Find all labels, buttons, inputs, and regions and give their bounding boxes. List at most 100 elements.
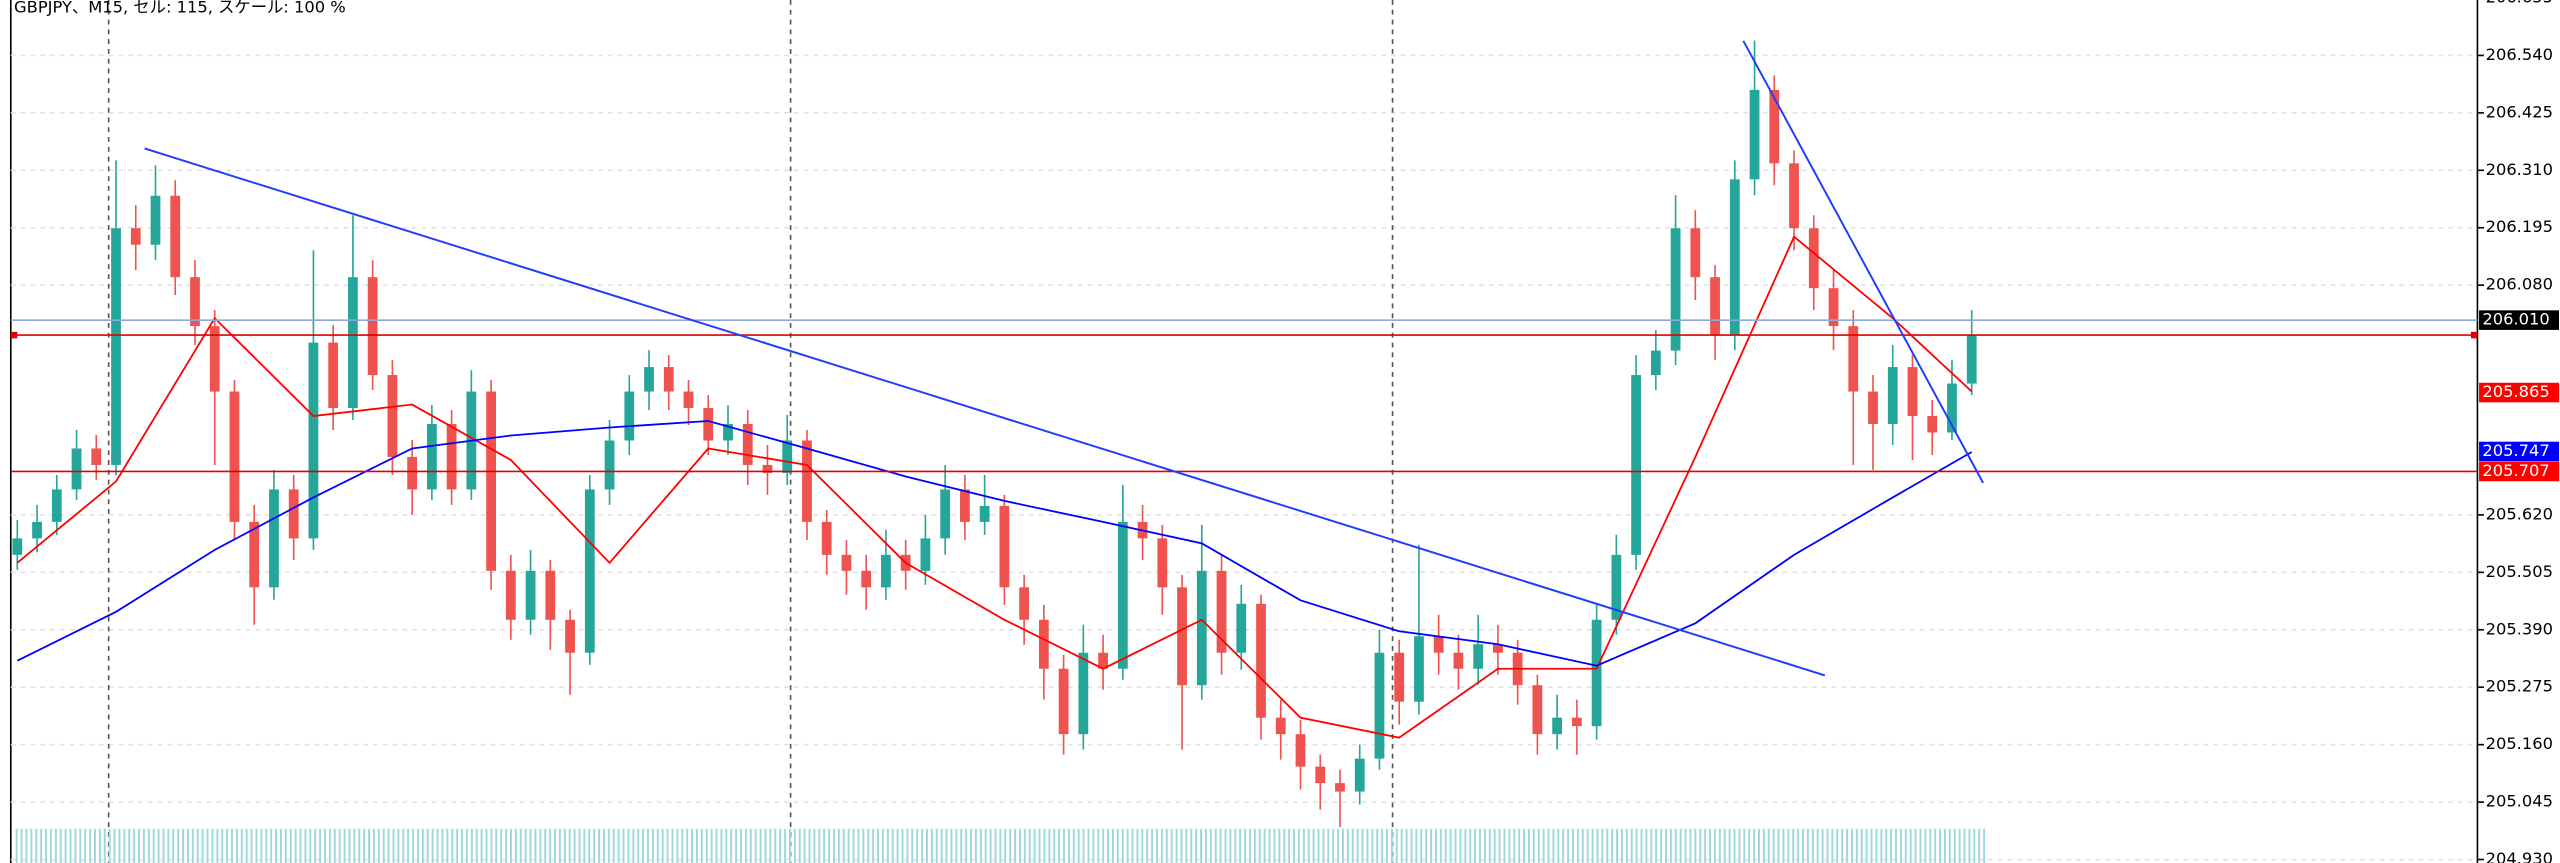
price-axis: 206.655 206.540 206.425 206.310 206.195 206.0… (2477, 0, 2560, 863)
candle-body (624, 391, 635, 441)
candle-body (367, 277, 378, 376)
candle-body (407, 456, 418, 490)
candle-body (1532, 685, 1543, 735)
candle-body (545, 570, 556, 620)
candle-body (229, 391, 240, 522)
candle-body (644, 367, 654, 392)
candle-body (762, 464, 773, 473)
candle-body (1354, 758, 1365, 792)
candle-body (1690, 228, 1701, 278)
y-tick-label: 205.045 (2486, 792, 2553, 811)
candle-body (525, 570, 536, 620)
y-tick-label: 205.505 (2486, 562, 2553, 581)
candle-body (1571, 717, 1582, 727)
candle-body (348, 277, 358, 409)
candle-body (1453, 652, 1464, 669)
candle-body (387, 375, 398, 457)
candle-body (841, 554, 852, 571)
candle-body (505, 570, 516, 620)
candle-body (1098, 652, 1108, 669)
candle-body (861, 570, 872, 588)
candle-body (1631, 375, 1641, 555)
y-tick-label: 204.930 (2486, 849, 2553, 863)
candle-body (1947, 383, 1957, 433)
candle-body (1848, 326, 1859, 392)
candle-body (604, 440, 615, 490)
candle-body (565, 619, 575, 653)
y-tick-label: 206.080 (2486, 275, 2553, 294)
candle-body (1236, 603, 1247, 653)
candle-body (1019, 587, 1030, 620)
y-tick-label: 206.655 (2486, 0, 2553, 7)
moving-average (16, 235, 1973, 739)
price-tag (2479, 461, 2560, 482)
candle-body (979, 505, 990, 522)
candle-body (1275, 717, 1286, 735)
line-handle (10, 331, 18, 339)
candle-body (881, 554, 891, 588)
candle-body (1038, 619, 1049, 669)
candle-body (32, 521, 42, 539)
price-tag (2479, 310, 2560, 330)
candle-body (1769, 89, 1780, 164)
candle-body (71, 448, 82, 490)
volume-strip (14, 828, 1987, 863)
candle-body (269, 489, 279, 588)
candle-body (1611, 554, 1622, 620)
chart-title: GBPJPY、M15, セル: 115, スケール: 100 % (14, 0, 346, 17)
candle-body (308, 342, 319, 539)
candle-body (1335, 783, 1345, 792)
candle-body (703, 408, 714, 441)
candle-body (1670, 228, 1681, 351)
candle-body (51, 489, 62, 522)
price-tag-label: 205.707 (2482, 461, 2549, 480)
candle-body (920, 538, 931, 571)
y-tick-label: 206.425 (2486, 102, 2553, 121)
candle-body (1493, 644, 1503, 653)
candle-body (742, 424, 753, 465)
y-tick-label: 205.390 (2486, 619, 2553, 638)
candle-body (1177, 587, 1187, 686)
y-tick-label: 206.540 (2486, 45, 2553, 64)
candle-body (446, 424, 457, 490)
candle-body (1117, 521, 1128, 669)
y-tick-label: 205.275 (2486, 677, 2553, 696)
candle-body (1196, 570, 1207, 686)
price-tag-label: 206.010 (2482, 310, 2549, 329)
candle-body (1078, 652, 1089, 735)
trend-line (1742, 40, 1984, 484)
candle-body (1394, 652, 1405, 702)
candle-body (1749, 89, 1760, 180)
candle-body (663, 367, 674, 392)
candle-body (1907, 367, 1918, 417)
price-tag (2479, 382, 2560, 403)
candle-body (170, 195, 181, 278)
candle-body (1216, 570, 1227, 653)
candle-body (1256, 603, 1266, 718)
candle-body (1789, 163, 1799, 229)
candle-body (1591, 619, 1602, 727)
y-tick-label: 206.310 (2486, 160, 2553, 179)
candle-body (782, 440, 793, 473)
candle-body (960, 489, 970, 522)
line-handle (2470, 331, 2478, 339)
candle-body (1868, 391, 1878, 425)
candle-body (1927, 416, 1938, 433)
candle-body (130, 228, 141, 245)
candle-body (1433, 636, 1444, 653)
candle-body (249, 521, 260, 588)
candle-body (1729, 179, 1740, 335)
candle-body (940, 489, 951, 539)
candle-body (1374, 652, 1385, 759)
candle-body (1808, 228, 1819, 289)
candle-body (190, 277, 200, 327)
candle-body (1414, 636, 1424, 702)
candle-body (1295, 734, 1306, 767)
candle-body (1315, 766, 1326, 784)
candle-body (683, 391, 694, 409)
candle-body (584, 489, 595, 653)
moving-average (16, 420, 1973, 667)
candle-body (1887, 367, 1898, 425)
candle-body (1966, 334, 1977, 384)
